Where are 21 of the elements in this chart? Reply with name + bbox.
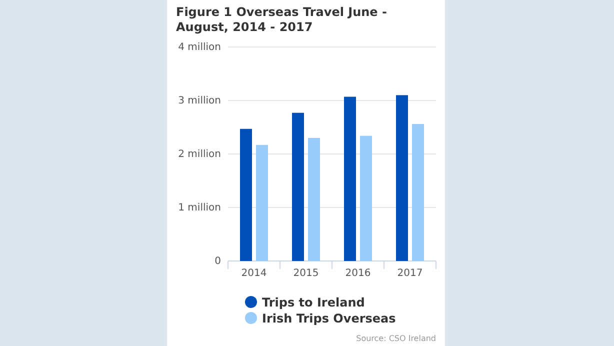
y-tick-label: 2 million — [178, 149, 221, 160]
legend-label: Irish Trips Overseas — [262, 312, 396, 326]
y-tick-label: 4 million — [178, 42, 221, 54]
source-note: Source: CSO Ireland — [356, 334, 436, 343]
bar — [308, 138, 320, 261]
bar — [240, 128, 252, 261]
x-tick-label: 2016 — [345, 268, 371, 279]
bar — [396, 95, 408, 261]
y-tick-label: 3 million — [178, 96, 221, 107]
bar — [412, 124, 424, 261]
bar — [344, 96, 356, 261]
bar — [292, 112, 304, 261]
chart-title: Figure 1 Overseas Travel June - August, 2014 - 2017 — [176, 5, 387, 34]
y-tick-label: 0 — [214, 256, 221, 268]
bar — [256, 144, 268, 261]
bar — [360, 136, 372, 261]
x-tick-label: 2017 — [397, 268, 423, 279]
legend-label: Trips to Ireland — [262, 296, 365, 310]
x-tick-label: 2015 — [293, 268, 319, 279]
x-tick-label: 2014 — [241, 268, 267, 279]
y-tick-label: 1 million — [178, 202, 221, 214]
